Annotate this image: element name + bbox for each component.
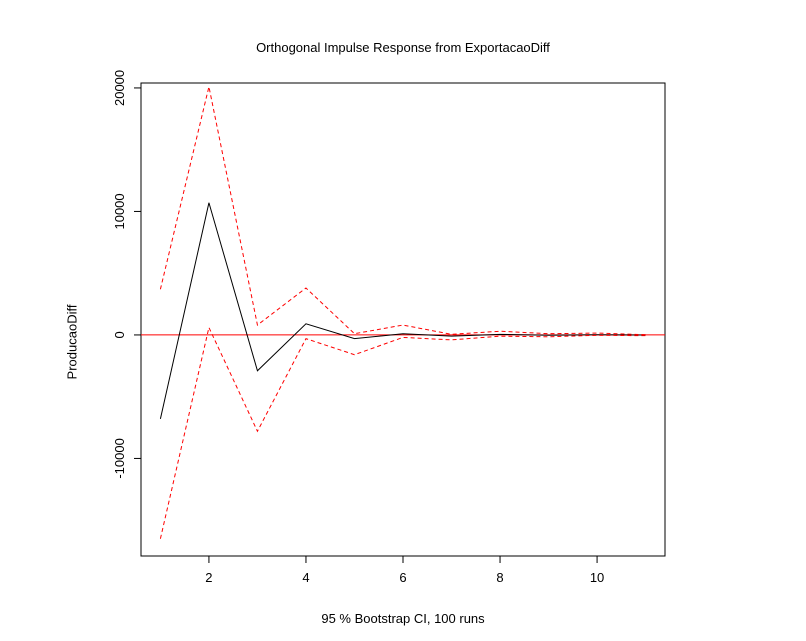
x-axis-label: 95 % Bootstrap CI, 100 runs — [321, 611, 485, 626]
x-tick-label: 2 — [205, 570, 212, 585]
x-tick-label: 8 — [496, 570, 503, 585]
impulse-response-line — [159, 202, 646, 420]
x-tick-label: 10 — [590, 570, 604, 585]
x-tick-label: 6 — [399, 570, 406, 585]
y-tick-label: -10000 — [112, 438, 127, 478]
y-tick-label: 0 — [112, 331, 127, 338]
chart-title: Orthogonal Impulse Response from Exporta… — [256, 40, 550, 55]
upper-ci-line — [159, 86, 646, 336]
plot-frame — [140, 82, 666, 557]
x-tick-label: 4 — [302, 570, 309, 585]
y-tick-label: 20000 — [112, 70, 127, 106]
lower-ci-line — [159, 326, 646, 539]
y-tick-label: 10000 — [112, 193, 127, 229]
